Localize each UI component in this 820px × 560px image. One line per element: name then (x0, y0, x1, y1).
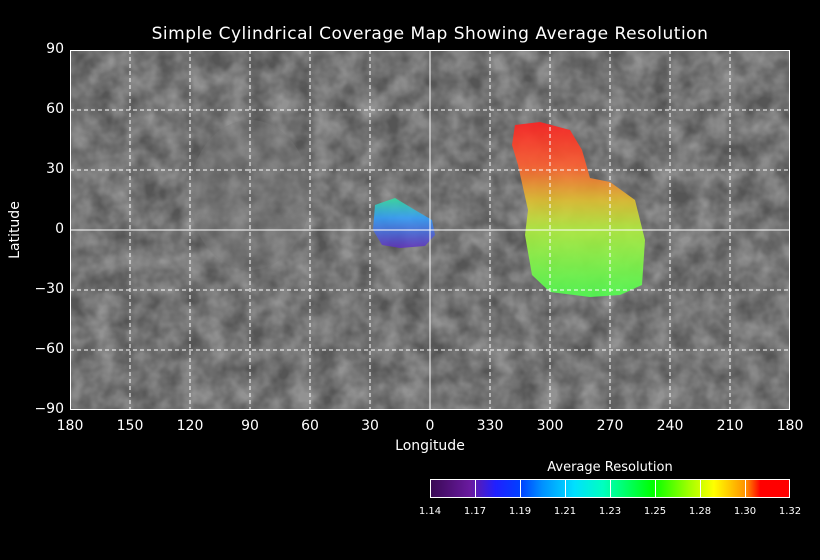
x-axis-label: Longitude (395, 438, 465, 454)
colorbar-tick-label: 1.28 (688, 506, 712, 517)
x-tick-label: 0 (425, 418, 435, 434)
basemap-feature (190, 120, 310, 270)
y-tick-label: −90 (34, 401, 64, 417)
colorbar-tick-label: 1.17 (463, 506, 487, 517)
x-tick-label: 300 (536, 418, 564, 434)
x-tick-label: 120 (176, 418, 204, 434)
x-tick-label: 30 (361, 418, 379, 434)
colorbar-tick-label: 1.32 (778, 506, 802, 517)
x-tick-label: 270 (596, 418, 624, 434)
x-tick-label: 150 (116, 418, 144, 434)
y-tick-label: −60 (34, 341, 64, 357)
x-tick-label: 90 (241, 418, 259, 434)
colorbar-tick-label: 1.14 (418, 506, 442, 517)
colorbar-title: Average Resolution (547, 460, 673, 475)
colorbar-tick-label: 1.19 (508, 506, 532, 517)
x-tick-label: 330 (476, 418, 504, 434)
x-tick-label: 180 (776, 418, 804, 434)
x-tick-label: 210 (716, 418, 744, 434)
x-tick-label: 240 (656, 418, 684, 434)
colorbar-divider (475, 480, 476, 497)
colorbar-divider (610, 480, 611, 497)
colorbar-divider (565, 480, 566, 497)
colorbar-tick-label: 1.25 (643, 506, 667, 517)
colorbar-tick-label: 1.23 (598, 506, 622, 517)
y-axis-label: Latitude (6, 201, 23, 259)
coverage-region-small (373, 198, 435, 248)
y-tick-label: −30 (34, 281, 64, 297)
colorbar-divider (520, 480, 521, 497)
y-tick-label: 60 (46, 101, 64, 117)
colorbar-divider (745, 480, 746, 497)
y-tick-label: 30 (46, 161, 64, 177)
plot-frame (70, 50, 790, 410)
colorbar-divider (700, 480, 701, 497)
colorbar-tick-label: 1.21 (553, 506, 577, 517)
colorbar-tick-label: 1.30 (733, 506, 757, 517)
y-tick-label: 90 (46, 41, 64, 57)
colorbar (430, 479, 790, 498)
x-tick-label: 60 (301, 418, 319, 434)
x-tick-label: 180 (56, 418, 84, 434)
colorbar-divider (655, 480, 656, 497)
coverage-map (70, 50, 790, 410)
coverage-region-large (512, 122, 645, 297)
y-tick-label: 0 (55, 221, 64, 237)
map-title: Simple Cylindrical Coverage Map Showing … (151, 24, 709, 44)
